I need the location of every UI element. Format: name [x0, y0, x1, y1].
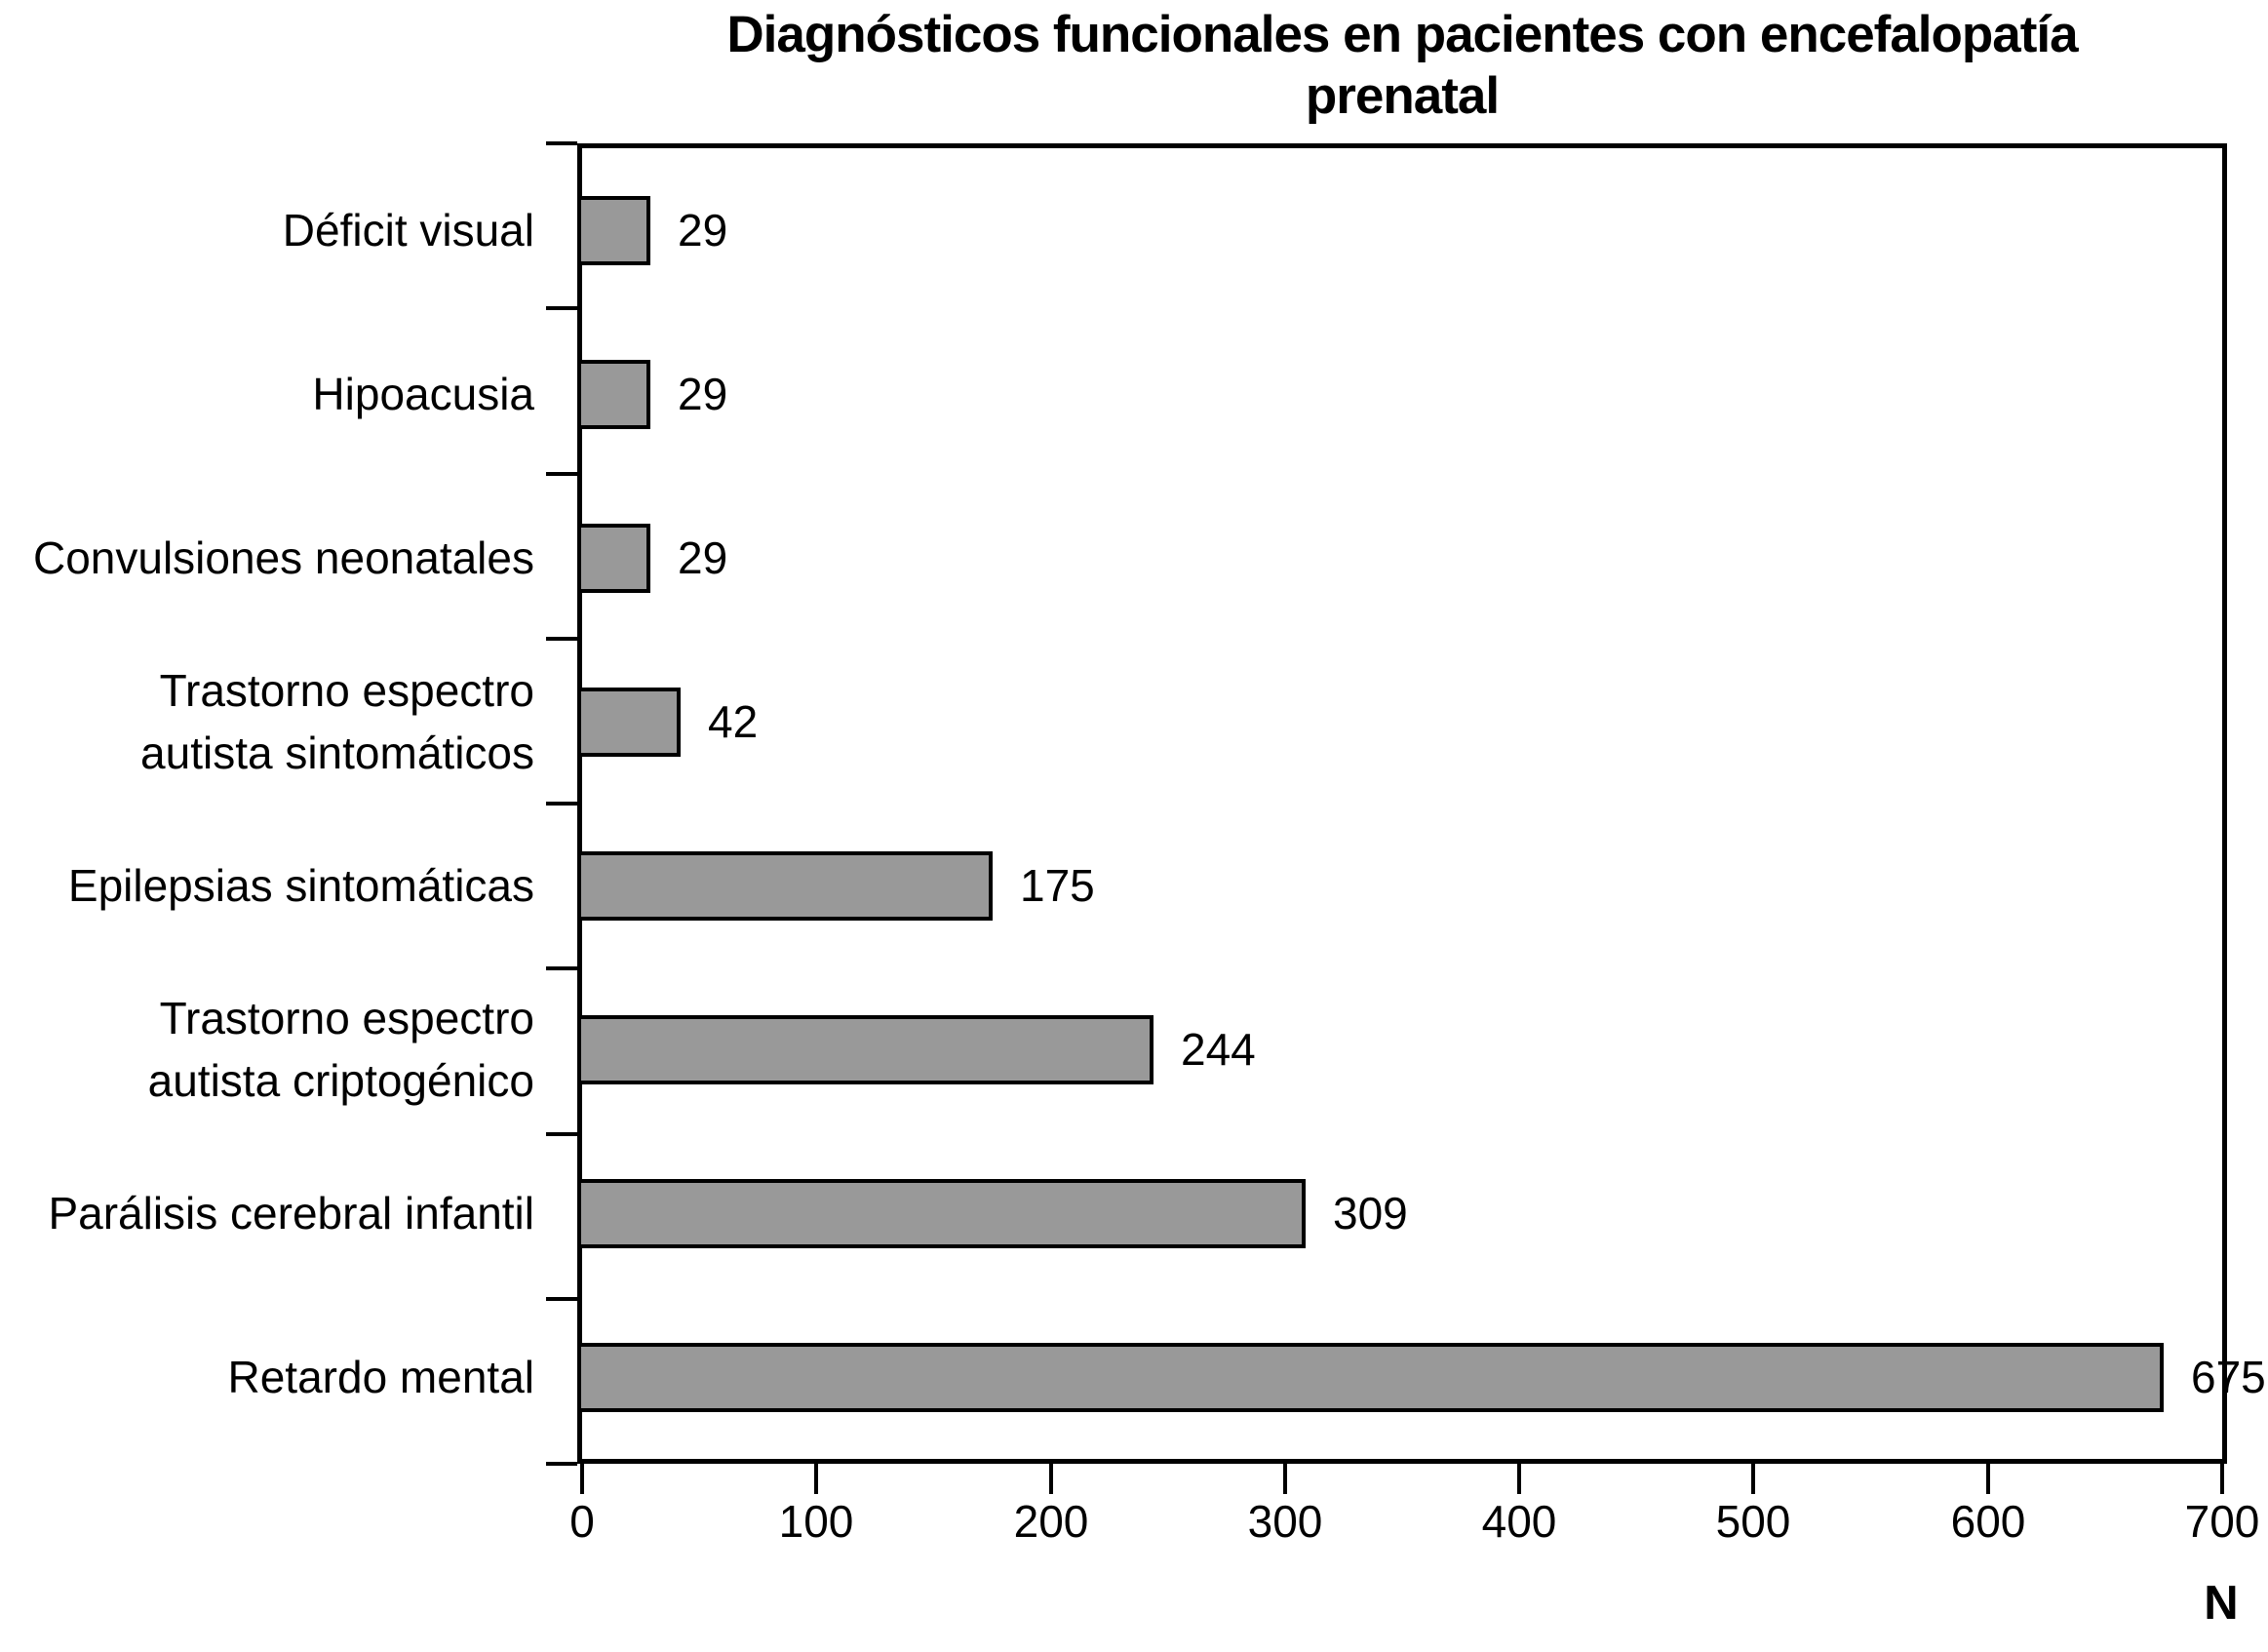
- category-label: Déficit visual: [282, 205, 534, 256]
- value-label: 175: [1020, 860, 1095, 911]
- x-tick-label: 700: [2184, 1496, 2260, 1547]
- bar: [577, 851, 993, 921]
- bar: [577, 524, 650, 593]
- value-label: 309: [1333, 1188, 1408, 1239]
- x-tick-label: 500: [1715, 1496, 1791, 1547]
- bar: [577, 1179, 1306, 1248]
- x-tick: [1751, 1464, 1755, 1494]
- category-label: Parálisis cerebral infantil: [48, 1188, 534, 1239]
- chart-title-line-2: prenatal: [1305, 67, 1500, 125]
- value-label: 29: [678, 369, 728, 419]
- x-tick-label: 200: [1013, 1496, 1089, 1547]
- x-tick-label: 100: [778, 1496, 854, 1547]
- bar: [577, 1343, 2164, 1412]
- bar: [577, 360, 650, 429]
- plot-area: 29 29 29 42 175 244 309 675: [577, 143, 2266, 1464]
- x-tick: [1517, 1464, 1521, 1494]
- value-label: 244: [1181, 1024, 1256, 1075]
- x-tick: [1986, 1464, 1990, 1494]
- y-tick: [546, 1297, 577, 1301]
- y-tick: [546, 966, 577, 970]
- bar: [577, 1015, 1154, 1084]
- x-tick-label: 300: [1247, 1496, 1323, 1547]
- x-axis-title: N: [2204, 1577, 2239, 1630]
- chart-title-line-1: Diagnósticos funcionales en pacientes co…: [726, 6, 2078, 63]
- y-tick: [546, 141, 577, 145]
- value-label: 675: [2191, 1352, 2266, 1402]
- value-label: 29: [678, 205, 728, 256]
- chart-title: Diagnósticos funcionales en pacientes co…: [577, 4, 2227, 127]
- category-label: Epilepsias sintomáticas: [67, 860, 534, 911]
- y-tick: [546, 1462, 577, 1466]
- category-label: Hipoacusia: [312, 369, 534, 419]
- category-axis-labels: Déficit visual Hipoacusia Convulsiones neo…: [0, 148, 534, 1459]
- bar: [577, 688, 681, 757]
- x-tick-label: 600: [1950, 1496, 2026, 1547]
- category-label: Trastorno espectro autista criptogénico: [147, 993, 534, 1106]
- x-tick-label: 0: [569, 1496, 595, 1547]
- bar: [577, 196, 650, 265]
- x-tick: [1283, 1464, 1287, 1494]
- y-tick: [546, 1132, 577, 1136]
- y-tick: [546, 802, 577, 806]
- value-label: 42: [708, 696, 759, 747]
- value-label: 29: [678, 532, 728, 583]
- x-tick: [2220, 1464, 2224, 1494]
- category-label: Trastorno espectro autista sintomáticos: [140, 665, 534, 778]
- category-label: Retardo mental: [227, 1352, 535, 1402]
- x-tick-label: 400: [1481, 1496, 1557, 1547]
- y-tick: [546, 472, 577, 476]
- x-tick: [580, 1464, 584, 1494]
- x-tick: [1049, 1464, 1053, 1494]
- category-label: Convulsiones neonatales: [32, 532, 534, 583]
- x-tick: [814, 1464, 818, 1494]
- y-tick: [546, 306, 577, 310]
- y-tick: [546, 637, 577, 641]
